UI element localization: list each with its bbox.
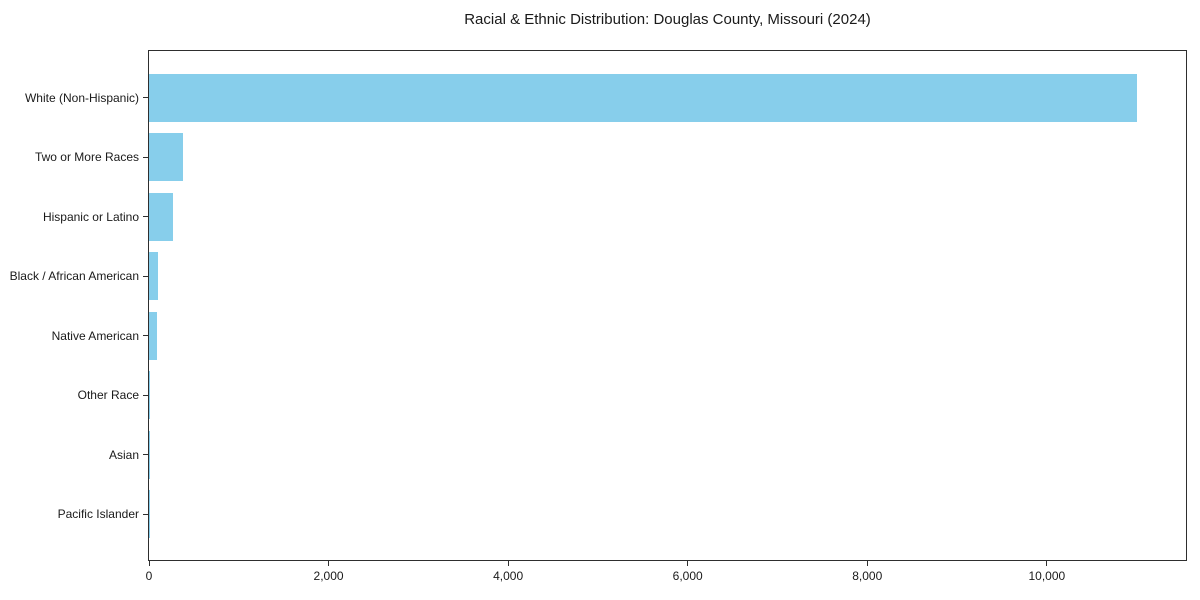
bar xyxy=(149,371,151,420)
category-label: Native American xyxy=(51,328,139,343)
category-label: White (Non-Hispanic) xyxy=(24,90,139,105)
bar-row: Two or More Races xyxy=(35,128,1186,188)
bar-row: Native American xyxy=(52,306,1186,366)
bar-row: Pacific Islander xyxy=(58,485,1186,545)
x-axis-tick xyxy=(148,560,150,566)
y-axis-tick xyxy=(143,216,149,218)
chart-title: Racial & Ethnic Distribution: Douglas Co… xyxy=(464,11,871,28)
bar xyxy=(149,252,158,301)
y-axis-tick xyxy=(143,394,149,396)
bar-row: White (Non-Hispanic) xyxy=(25,68,1186,128)
bar xyxy=(149,311,158,360)
x-axis-tick-label: 10,000 xyxy=(1028,569,1066,583)
category-label: Hispanic or Latino xyxy=(42,209,139,224)
x-axis-tick xyxy=(328,560,330,566)
x-axis-tick-label: 4,000 xyxy=(493,569,524,583)
bar-row: Asian xyxy=(109,425,1186,485)
bar-row: Other Race xyxy=(78,366,1186,426)
y-axis-tick xyxy=(143,275,149,277)
x-axis-tick-label: 0 xyxy=(145,569,153,583)
bar-row: Black / African American xyxy=(10,247,1186,307)
category-label: Pacific Islander xyxy=(57,507,139,522)
y-axis-tick xyxy=(143,97,149,99)
bar xyxy=(149,430,150,479)
category-label: Black / African American xyxy=(9,269,139,284)
x-axis-tick xyxy=(687,560,689,566)
y-axis-tick xyxy=(143,513,149,515)
x-axis-tick-label: 6,000 xyxy=(672,569,703,583)
x-axis-tick xyxy=(866,560,868,566)
x-axis-tick-label: 2,000 xyxy=(313,569,344,583)
x-axis-tick xyxy=(1046,560,1048,566)
y-axis-tick xyxy=(143,156,149,158)
x-axis-tick xyxy=(507,560,509,566)
category-label: Two or More Races xyxy=(34,150,139,165)
bar xyxy=(149,73,1137,122)
category-label: Asian xyxy=(108,447,139,462)
bar xyxy=(149,133,184,182)
y-axis-tick xyxy=(143,454,149,456)
bar-row: Hispanic or Latino xyxy=(43,187,1186,247)
y-axis-tick xyxy=(143,335,149,337)
bar xyxy=(149,192,174,241)
plot-area: White (Non-Hispanic) Two or More Races His… xyxy=(10,50,1187,583)
category-label: Other Race xyxy=(77,388,139,403)
x-axis-tick-label: 8,000 xyxy=(852,569,883,583)
